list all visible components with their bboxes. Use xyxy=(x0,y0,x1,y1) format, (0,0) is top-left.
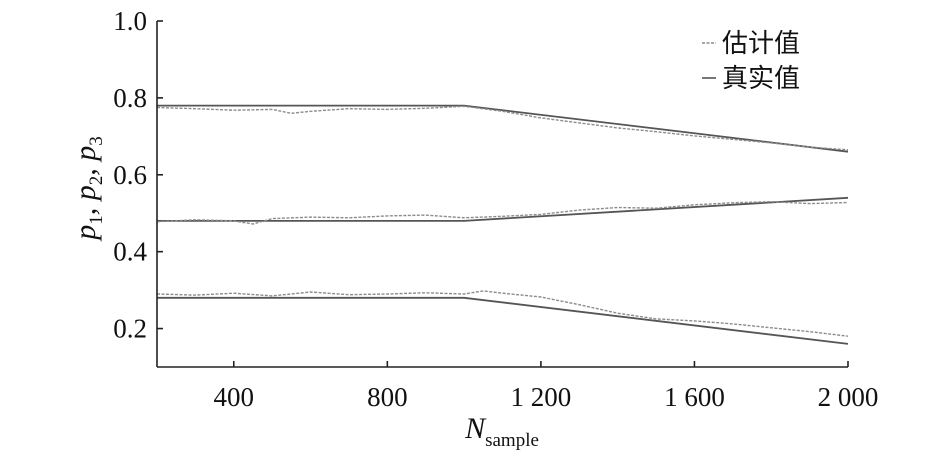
plot-area xyxy=(156,104,849,345)
y-axis-title-subscript: 3 xyxy=(86,136,107,146)
x-axis-title: Nsample xyxy=(464,412,539,451)
x-axis: 400 800 1 200 1 600 2 000 xyxy=(157,361,878,412)
y-axis-title: p1, p2, p3 xyxy=(69,136,107,242)
y-axis: 0.2 0.4 0.6 0.8 1.0 xyxy=(113,6,163,367)
series-line-p3-true xyxy=(157,296,849,345)
y-tick-label: 0.4 xyxy=(113,237,147,267)
y-axis-title-part: p xyxy=(69,225,102,242)
y-tick-label: 1.0 xyxy=(113,6,147,36)
y-axis-title-subscript: 2 xyxy=(86,176,107,186)
y-tick-label: 0.6 xyxy=(113,160,147,190)
y-axis-title-part: , p xyxy=(69,146,102,176)
x-tick-label: 2 000 xyxy=(818,382,879,412)
x-tick-label: 1 600 xyxy=(664,382,725,412)
x-axis-title-main: N xyxy=(464,412,487,445)
y-axis-title-subscript: 1 xyxy=(86,215,107,225)
x-tick-label: 1 200 xyxy=(511,382,572,412)
y-axis-title-part: , p xyxy=(69,185,102,215)
legend-label: 真实值 xyxy=(722,64,800,94)
legend-label: 估计值 xyxy=(722,29,800,59)
series-line-p1-estimated xyxy=(156,105,849,151)
x-tick-label: 800 xyxy=(367,382,408,412)
series-line-p1-true xyxy=(157,104,849,153)
series-line-p2-estimated xyxy=(156,200,849,225)
series-line-p2-true xyxy=(157,196,849,222)
y-tick-label: 0.2 xyxy=(113,314,147,344)
y-tick-label: 0.8 xyxy=(113,83,147,113)
series-line-p3-estimated xyxy=(156,290,849,337)
x-tick-label: 400 xyxy=(214,382,255,412)
x-axis-title-sub: sample xyxy=(485,430,539,451)
